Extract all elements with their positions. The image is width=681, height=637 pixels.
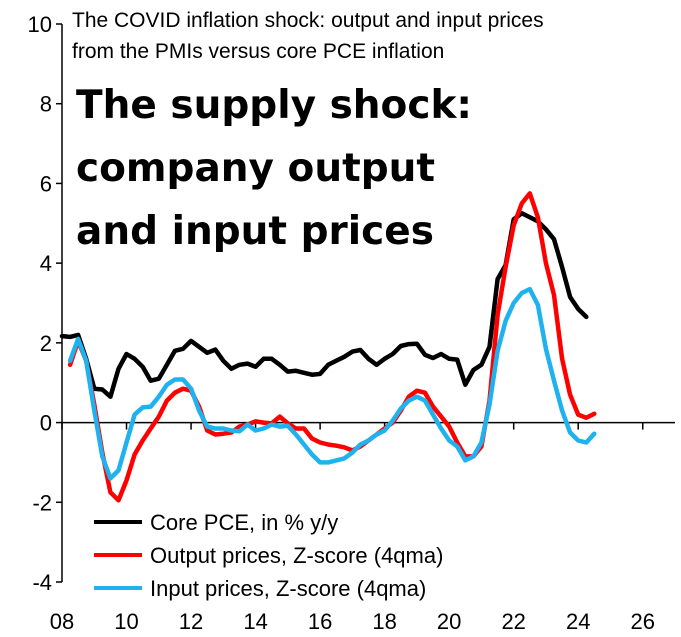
y-tick-label: -4 bbox=[32, 570, 52, 595]
chart-subtitle-line-2: from the PMIs versus core PCE inflation bbox=[72, 40, 444, 63]
series-line-core-pce bbox=[59, 211, 589, 399]
y-tick-label: 10 bbox=[28, 12, 52, 37]
x-tick-label: 08 bbox=[50, 609, 74, 634]
x-tick-label: 24 bbox=[566, 609, 590, 634]
x-tick-label: 14 bbox=[243, 609, 267, 634]
y-tick-label: 4 bbox=[40, 251, 52, 276]
chart-title-line-2: company output bbox=[76, 146, 435, 191]
x-tick-label: 18 bbox=[372, 609, 396, 634]
legend-label-core-pce: Core PCE, in % y/y bbox=[150, 510, 338, 535]
y-tick-label: 8 bbox=[40, 92, 52, 117]
series-line-output-prices bbox=[67, 191, 597, 503]
y-tick-label: 2 bbox=[40, 331, 52, 356]
y-tick-label: 6 bbox=[40, 171, 52, 196]
chart-title-line-3: and input prices bbox=[76, 209, 434, 254]
series-lines bbox=[59, 191, 597, 503]
chart-title-line-1: The supply shock: bbox=[76, 83, 472, 128]
legend: Core PCE, in % y/y Output prices, Z-scor… bbox=[94, 510, 443, 601]
x-tick-label: 22 bbox=[501, 609, 525, 634]
y-tick-label: -2 bbox=[32, 490, 52, 515]
x-tick-label: 26 bbox=[630, 609, 654, 634]
x-tick-label: 20 bbox=[437, 609, 461, 634]
legend-label-input-prices: Input prices, Z-score (4qma) bbox=[150, 576, 426, 601]
x-tick-label: 16 bbox=[308, 609, 332, 634]
chart-subtitle-line-1: The COVID inflation shock: output and in… bbox=[72, 9, 544, 32]
x-tick-label: 10 bbox=[114, 609, 138, 634]
series-line-input-prices bbox=[67, 286, 597, 481]
y-tick-label: 0 bbox=[40, 411, 52, 436]
legend-label-output-prices: Output prices, Z-score (4qma) bbox=[150, 543, 443, 568]
x-tick-label: 12 bbox=[179, 609, 203, 634]
